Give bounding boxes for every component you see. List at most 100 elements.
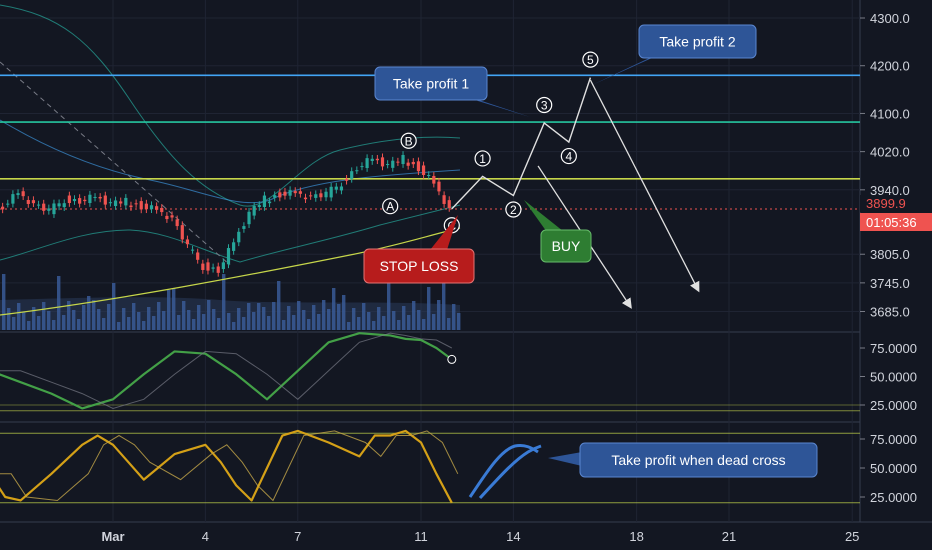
candle-body — [185, 239, 190, 245]
candle-body — [401, 154, 405, 165]
candle-body — [72, 199, 77, 202]
candle-body — [42, 203, 46, 211]
candle-body — [232, 242, 236, 251]
price-axis[interactable]: 4300.0 4200.0 4100.0 4020.0 3940.0 3805.0 3745… — [860, 11, 910, 320]
volume-bar — [287, 306, 291, 330]
time-axis-label: Mar — [101, 529, 124, 544]
candle-body — [437, 181, 441, 192]
candle-body — [139, 201, 143, 210]
annotation-box — [363, 248, 475, 284]
price-axis-label: 3940.0 — [870, 183, 910, 198]
candle-body — [124, 197, 128, 206]
annotation-label: BUY — [552, 238, 581, 254]
candle-body — [16, 193, 20, 196]
candle-body — [52, 203, 56, 215]
volume-bar — [412, 301, 416, 330]
candle-body — [355, 170, 359, 172]
candle-body — [88, 194, 92, 204]
trend-line-dashed — [0, 61, 231, 266]
volume-bar — [2, 274, 6, 330]
volume-bar — [147, 307, 151, 330]
candle-body — [206, 262, 210, 271]
volume-bar — [197, 305, 201, 330]
wave-label-circle — [400, 132, 417, 149]
price-axis-label: 4100.0 — [870, 106, 910, 121]
volume-bar — [432, 314, 436, 330]
candle-body — [314, 194, 318, 198]
indicator-1-pane — [0, 332, 860, 412]
candle-body — [211, 267, 215, 269]
candle-body — [175, 219, 179, 227]
volume-bar — [282, 320, 286, 330]
candle-body — [47, 208, 51, 211]
candle-body — [427, 175, 431, 177]
current-price-label: 3899.9 — [866, 196, 906, 211]
candle-body — [391, 160, 395, 168]
candle-body — [98, 196, 102, 199]
volume-bar — [352, 308, 356, 330]
wave-label-circle — [382, 198, 399, 215]
wave-label-circle — [505, 201, 522, 218]
volume-bar — [32, 307, 36, 330]
volume-bar — [362, 303, 366, 330]
wave-label-circle — [536, 96, 553, 114]
candle-body — [386, 164, 390, 166]
indicator-1-axis[interactable]: 75.0000 50.0000 25.0000 — [860, 341, 917, 413]
price-axis-label: 3805.0 — [870, 247, 910, 262]
candle-body — [108, 202, 113, 204]
volume-bar — [292, 315, 296, 330]
candle-body — [57, 203, 61, 207]
candle-body — [242, 226, 246, 229]
candle-body — [329, 186, 333, 198]
projection-arrow — [589, 79, 700, 293]
time-axis-label: 7 — [294, 529, 301, 544]
candle-body — [411, 161, 415, 165]
wave-label: 3 — [541, 98, 548, 112]
candle-body — [267, 201, 272, 204]
annotation-label: STOP LOSS — [380, 258, 459, 274]
time-axis[interactable]: Mar 4 7 11 14 18 21 25 — [101, 529, 859, 544]
pane-separators — [0, 0, 932, 523]
volume-bar — [117, 322, 121, 330]
candle-body — [62, 203, 66, 208]
price-axis-label: 4020.0 — [870, 145, 910, 160]
volume-bar — [222, 274, 226, 330]
volume-bar — [342, 295, 346, 330]
candle-body — [103, 195, 107, 205]
candle-body — [319, 193, 323, 198]
indicator-1-axis-label: 75.0000 — [870, 341, 917, 356]
indicator-1-line — [0, 332, 453, 410]
wave-label-circle — [474, 150, 491, 167]
indicator-2-signal-line — [0, 430, 459, 502]
candle-body — [134, 203, 138, 205]
candle-body — [324, 191, 328, 198]
indicator-2-axis-label: 25.0000 — [870, 490, 917, 505]
volume-bar — [132, 303, 136, 330]
volume-bar — [212, 309, 216, 330]
candle-body — [221, 262, 225, 270]
candle-body — [370, 158, 374, 162]
volume-bar — [242, 317, 246, 330]
volume-bar — [62, 315, 66, 330]
candle-body — [416, 161, 421, 172]
candle-body — [180, 225, 184, 240]
volume-bar — [7, 308, 11, 330]
indicator-1-axis-label: 50.0000 — [870, 370, 917, 385]
candle-body — [278, 192, 282, 198]
candle-body — [31, 200, 36, 204]
price-axis-label: 3745.0 — [870, 276, 910, 291]
volume-bar — [417, 310, 421, 330]
candle-body — [257, 205, 261, 207]
volume-bar — [387, 272, 391, 330]
wave-label: 1 — [479, 152, 486, 166]
candle-body — [396, 161, 400, 163]
candle-body — [406, 162, 410, 166]
volume-bar — [172, 288, 176, 330]
candle-body — [149, 205, 154, 210]
volume-bar — [262, 307, 266, 330]
candle-body — [350, 171, 354, 179]
volume-bar — [272, 302, 276, 330]
candle-body — [447, 200, 451, 208]
indicator-2-axis[interactable]: 75.0000 50.0000 25.0000 — [860, 432, 917, 505]
